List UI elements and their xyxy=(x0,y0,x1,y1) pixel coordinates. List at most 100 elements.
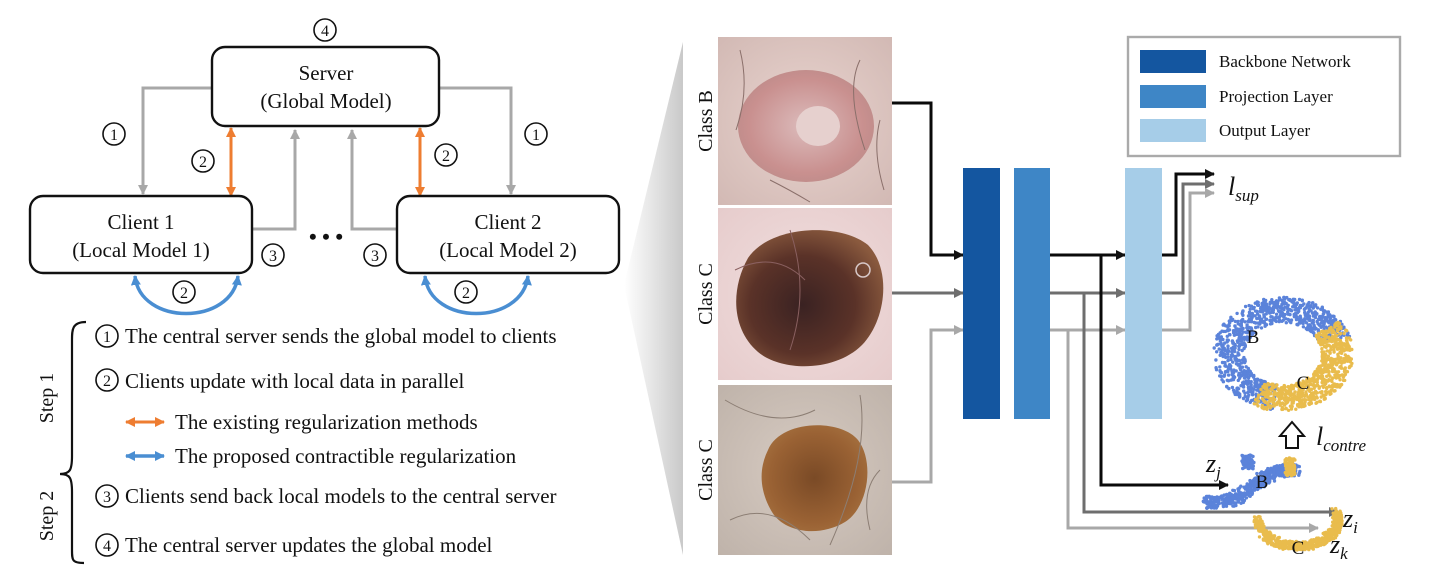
embedding-point xyxy=(1243,460,1248,465)
embedding-point xyxy=(1299,402,1303,406)
embedding-point xyxy=(1247,494,1252,498)
embedding-point xyxy=(1241,500,1246,505)
embedding-point xyxy=(1348,364,1352,369)
embedding-point xyxy=(1268,302,1272,306)
embedding-point xyxy=(1297,471,1302,475)
embedding-point xyxy=(1334,345,1339,349)
embedding-point xyxy=(1220,501,1225,505)
embedding-point xyxy=(1241,385,1246,389)
upper-embedding-cluster: B C xyxy=(1212,295,1354,412)
embedding-point xyxy=(1237,338,1242,343)
embedding-point xyxy=(1337,346,1341,351)
embedding-point xyxy=(1346,348,1350,352)
embedding-point xyxy=(1246,390,1250,395)
circled-number-3-left: 3 xyxy=(261,243,285,267)
embed-arrow-black xyxy=(1099,255,1229,490)
embedding-point xyxy=(1243,320,1247,324)
embedding-point xyxy=(1252,460,1256,465)
embedding-point xyxy=(1292,467,1296,471)
embedding-point xyxy=(1325,368,1330,373)
embedding-point xyxy=(1292,299,1296,303)
embedding-point xyxy=(1313,310,1317,314)
embedding-point xyxy=(1246,366,1251,371)
embedding-point xyxy=(1275,301,1279,306)
embedding-point xyxy=(1301,321,1305,326)
embedding-point xyxy=(1210,495,1214,499)
embedding-point xyxy=(1218,374,1222,378)
embedding-point xyxy=(1311,330,1316,335)
embedding-point xyxy=(1310,321,1314,325)
embedding-point xyxy=(1307,300,1311,305)
embedding-point xyxy=(1288,312,1292,317)
upper-cluster-yellow-points xyxy=(1252,320,1354,412)
circled-number-2-right: 2 xyxy=(434,143,458,167)
embedding-point xyxy=(1349,338,1353,342)
embedding-point xyxy=(1304,390,1308,394)
embedding-point xyxy=(1336,516,1340,521)
embedding-point xyxy=(1338,509,1342,513)
embedding-point xyxy=(1245,323,1249,327)
embedding-point xyxy=(1323,335,1327,340)
embedding-point xyxy=(1220,329,1224,333)
embedding-point xyxy=(1249,326,1253,330)
class-c-label-1: Class C xyxy=(695,263,717,325)
embedding-point xyxy=(1336,361,1340,365)
embedding-point xyxy=(1223,324,1228,328)
embedding-point xyxy=(1256,404,1260,408)
embedding-point xyxy=(1247,393,1251,397)
svg-text:3: 3 xyxy=(269,248,277,265)
embedding-point xyxy=(1263,530,1268,535)
embedding-point xyxy=(1295,311,1300,315)
embedding-point xyxy=(1333,357,1337,362)
embedding-point xyxy=(1243,358,1247,362)
embedding-point xyxy=(1306,387,1310,391)
embedding-point xyxy=(1258,515,1262,519)
embedding-point xyxy=(1242,336,1247,340)
embedding-point xyxy=(1278,394,1283,398)
embedding-point xyxy=(1215,499,1220,503)
embedding-point xyxy=(1236,329,1241,333)
embedding-point xyxy=(1278,541,1282,546)
embedding-point xyxy=(1266,542,1270,546)
embedding-point xyxy=(1233,357,1237,361)
embedding-point xyxy=(1282,315,1286,319)
embedding-point xyxy=(1252,402,1257,406)
embedding-point xyxy=(1317,367,1322,371)
embedding-point xyxy=(1277,535,1282,540)
sup-arrow-darkgray xyxy=(1162,179,1215,295)
embedding-point xyxy=(1339,364,1343,368)
embedding-point xyxy=(1225,497,1230,501)
embedding-point xyxy=(1281,544,1285,548)
embedding-point xyxy=(1284,321,1289,325)
embedding-point xyxy=(1207,502,1212,507)
embedding-point xyxy=(1201,500,1206,504)
embedding-point xyxy=(1296,390,1301,394)
embedding-point xyxy=(1297,297,1302,302)
svg-text:2: 2 xyxy=(462,285,470,302)
embedding-point xyxy=(1332,314,1336,319)
step-item-2: Clients update with local data in parall… xyxy=(125,369,465,393)
embedding-point xyxy=(1238,334,1242,338)
blue-arc-client2 xyxy=(420,275,532,316)
embedding-point xyxy=(1283,541,1288,546)
embedding-point xyxy=(1225,369,1230,373)
embedding-point xyxy=(1259,381,1263,385)
embedding-point xyxy=(1313,371,1318,375)
embedding-point xyxy=(1236,489,1241,494)
embedding-point xyxy=(1318,399,1323,404)
embedding-point xyxy=(1225,494,1230,499)
embedding-point xyxy=(1297,394,1301,398)
embedding-point xyxy=(1245,488,1250,492)
embedding-point xyxy=(1309,387,1314,392)
embedding-point xyxy=(1272,393,1276,397)
embedding-point xyxy=(1262,315,1266,319)
embedding-point xyxy=(1342,369,1347,374)
embedding-point xyxy=(1311,547,1316,551)
embedding-point xyxy=(1269,387,1274,392)
embedding-point xyxy=(1272,404,1276,408)
embedding-point xyxy=(1231,345,1236,349)
embedding-point xyxy=(1218,369,1222,373)
embedding-point xyxy=(1286,408,1291,412)
legend-output-label: Output Layer xyxy=(1219,121,1310,140)
embedding-point xyxy=(1265,407,1269,411)
